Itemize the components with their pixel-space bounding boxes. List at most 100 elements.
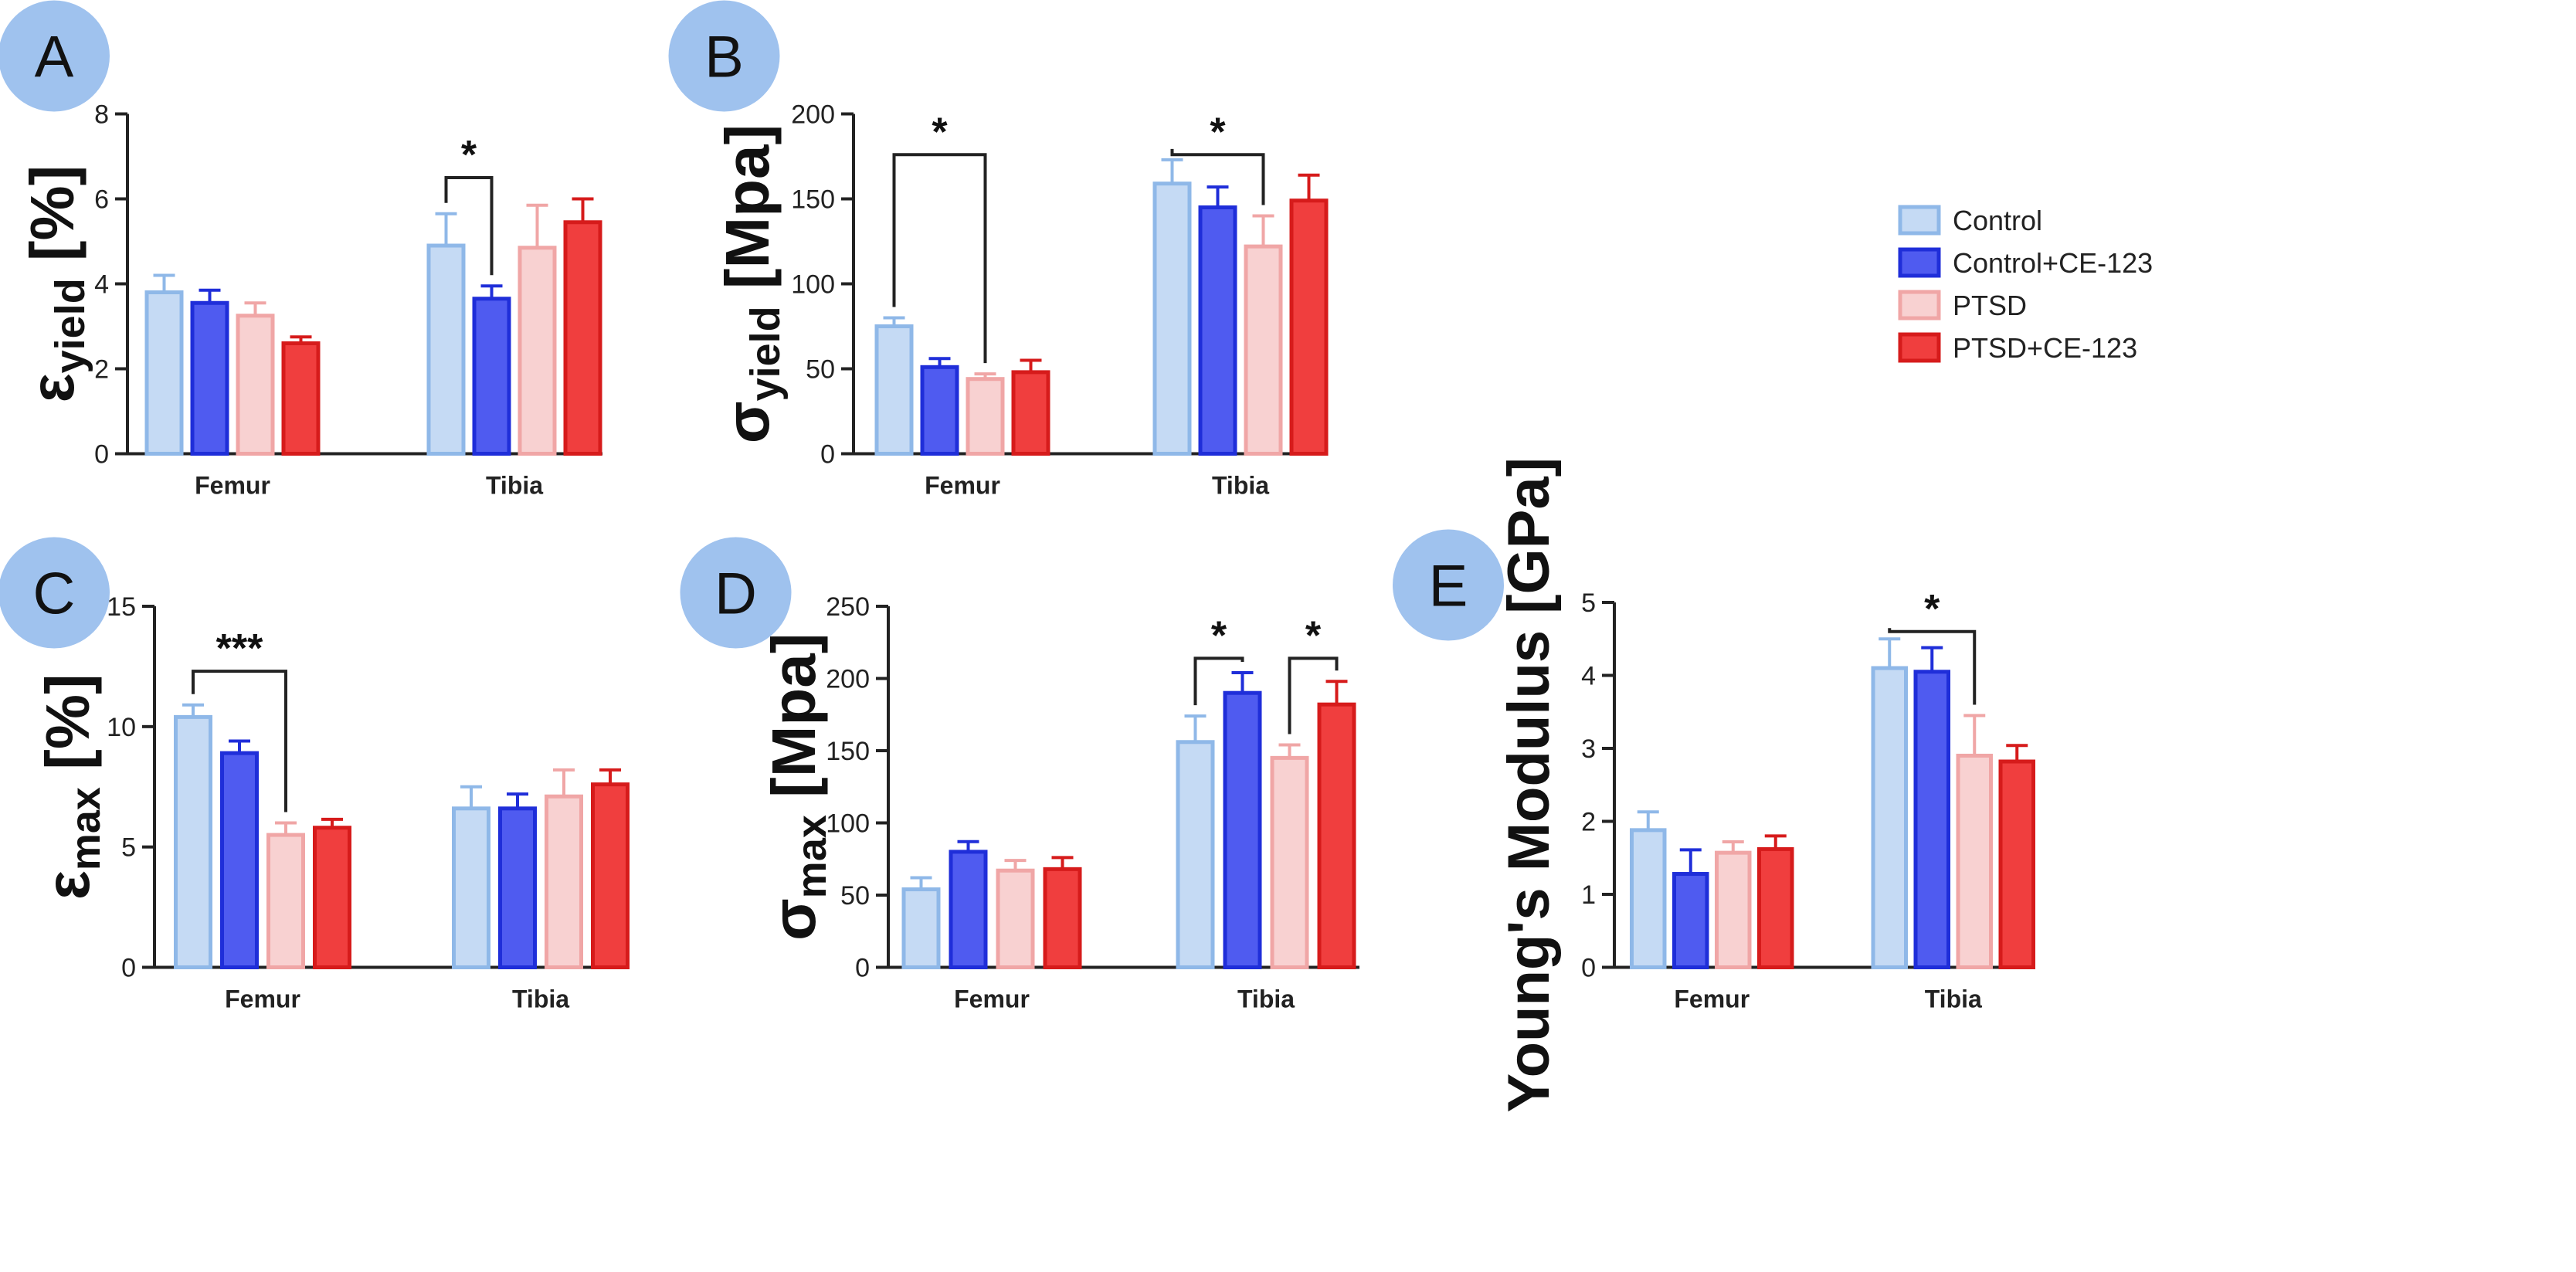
bar-control [1176, 740, 1215, 970]
significance-bracket [444, 176, 494, 276]
x-category-label: Femur [954, 985, 1030, 1013]
y-tick-label: 3 [1581, 734, 1596, 764]
y-tick-label: 0 [121, 954, 136, 983]
legend: Control Control+CE-123 PTSD PTSD+CE-123 [1898, 205, 2153, 364]
bar-ptsd [1715, 850, 1752, 970]
bar-control-ce-123 [1198, 205, 1237, 456]
bar-control-ce-123 [920, 365, 959, 456]
y-axis-label-base: ε [18, 373, 87, 402]
legend-label: Control [1953, 205, 2042, 236]
y-tick-label: 5 [121, 833, 136, 863]
significance-label: * [1305, 613, 1322, 658]
legend-label: PTSD+CE-123 [1953, 332, 2137, 364]
bar-ptsd [236, 314, 275, 456]
panel-e: E 0 1 2 3 4 5 Young's Modulus [GPa] Femur Tibia * [1393, 457, 2035, 1112]
bar-control [1152, 181, 1192, 456]
y-tick-label: 2 [94, 355, 109, 385]
bar-ptsd [518, 246, 557, 456]
bar-ptsd-ce-123 [1011, 370, 1050, 456]
significance-label: * [932, 110, 948, 154]
y-tick-label: 4 [94, 270, 109, 300]
y-tick-label: 0 [855, 954, 870, 983]
y-tick-label: 50 [806, 355, 835, 385]
y-axis-label-unit: [Mpa] [713, 124, 782, 307]
y-axis-label-base: σ [759, 898, 828, 941]
bar-control-ce-123 [472, 297, 511, 456]
y-tick-label: 150 [826, 737, 870, 766]
significance-bracket [892, 153, 987, 364]
y-tick-label: 50 [840, 881, 870, 911]
y-tick-label: 150 [791, 185, 835, 215]
significance-label: * [461, 133, 477, 178]
bar-control [426, 243, 466, 456]
bar-ptsd [996, 868, 1035, 969]
bar-ptsd-ce-123 [281, 341, 321, 456]
x-category-label: Femur [195, 472, 270, 500]
bar-ptsd-ce-123 [313, 826, 351, 969]
y-axis-label: Young's Modulus [GPa] [1496, 457, 1562, 1112]
panel-badge [0, 0, 110, 112]
bar-control-ce-123 [190, 300, 229, 456]
panel-badge [668, 0, 780, 112]
legend-label: PTSD [1953, 290, 2027, 321]
y-axis-label-base: Young's Modulus [GPa] [1496, 457, 1562, 1112]
y-tick-label: 10 [107, 713, 136, 742]
y-axis-label-sub: yield [47, 278, 93, 373]
y-axis-label-sub: max [789, 815, 835, 898]
y-axis-label: εyield [%] [18, 165, 93, 403]
legend-swatch [1898, 332, 1941, 363]
y-axis-label-unit: [%] [33, 673, 102, 787]
significance-label: * [1210, 110, 1226, 154]
y-axis-label: σmax [Mpa] [759, 633, 835, 941]
y-tick-label: 2 [1581, 808, 1596, 837]
legend-label: Control+CE-123 [1953, 247, 2153, 279]
bar-ptsd-ce-123 [1998, 759, 2035, 969]
significance-bracket [1193, 656, 1244, 706]
bar-control [874, 324, 914, 456]
x-category-label: Tibia [1212, 472, 1269, 500]
bar-control [144, 290, 184, 456]
y-tick-label: 200 [791, 100, 835, 130]
x-category-label: Femur [225, 985, 300, 1013]
bar-ptsd-ce-123 [1289, 198, 1329, 456]
panel-letter: C [33, 561, 76, 627]
panel-letter: B [704, 25, 744, 90]
x-category-label: Tibia [1237, 985, 1295, 1013]
significance-label: *** [216, 626, 263, 671]
y-tick-label: 1 [1581, 880, 1596, 910]
bar-control [1871, 666, 1908, 969]
panel-letter: A [35, 25, 74, 90]
y-axis-label: σyield [Mpa] [713, 124, 789, 443]
bar-ptsd-ce-123 [1043, 867, 1082, 969]
y-tick-label: 200 [826, 665, 870, 694]
bar-control-ce-123 [498, 806, 537, 970]
significance-bracket [192, 670, 287, 812]
panel-d: D 0 50 100 150 200 250 σmax [Mpa] Femur Tibia * * [680, 537, 1359, 1013]
legend-swatch [1898, 247, 1941, 278]
bar-control-ce-123 [1913, 670, 1950, 970]
y-tick-label: 6 [94, 185, 109, 215]
bar-control [452, 806, 490, 970]
bar-ptsd [966, 377, 1005, 456]
significance-label: * [1211, 613, 1227, 658]
panel-a: A 0 2 4 6 8 εyield [%] Femur Tibia * [0, 0, 602, 500]
y-axis-label-unit: [Mpa] [759, 633, 828, 816]
significance-bracket [1288, 656, 1339, 734]
bar-ptsd-ce-123 [591, 782, 630, 970]
bar-ptsd [1956, 753, 1993, 969]
y-tick-label: 0 [94, 440, 109, 470]
bar-ptsd [1270, 755, 1309, 969]
panel-badge [1393, 529, 1504, 641]
y-axis-label-base: ε [33, 870, 102, 900]
significance-bracket [1888, 628, 1977, 705]
y-tick-label: 250 [826, 592, 870, 622]
x-category-label: Tibia [486, 472, 543, 500]
panel-letter: D [714, 561, 757, 627]
panel-letter: E [1429, 554, 1468, 619]
y-tick-label: 0 [820, 440, 835, 470]
legend-swatch [1898, 290, 1941, 321]
y-tick-label: 0 [1581, 954, 1596, 983]
bar-control-ce-123 [1223, 690, 1262, 969]
